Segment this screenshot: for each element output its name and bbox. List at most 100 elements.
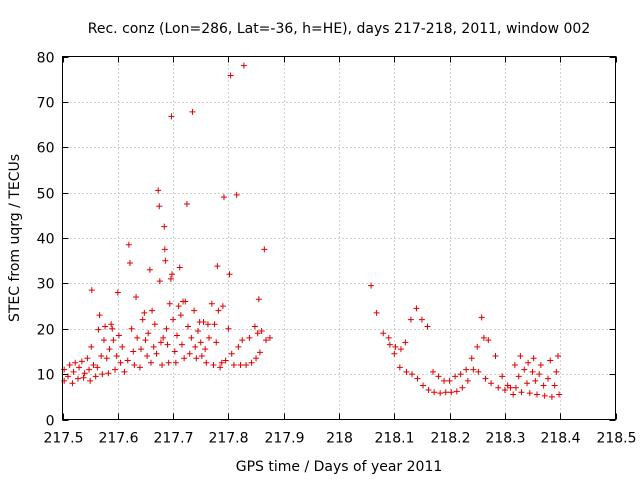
- data-point: [80, 374, 87, 381]
- data-point: [532, 377, 539, 384]
- data-point: [258, 328, 265, 335]
- data-point: [142, 337, 149, 344]
- data-point: [237, 362, 244, 369]
- x-tick-label: 218.5: [596, 431, 636, 447]
- data-point: [536, 371, 543, 378]
- data-point: [193, 355, 200, 362]
- data-point: [175, 303, 182, 310]
- data-point: [213, 339, 220, 346]
- data-point: [145, 330, 152, 337]
- data-point: [161, 246, 168, 253]
- data-point: [541, 392, 548, 399]
- data-point: [507, 384, 514, 391]
- data-point: [251, 323, 258, 330]
- data-point: [110, 337, 117, 344]
- data-point: [480, 334, 487, 341]
- data-point: [185, 323, 192, 330]
- data-point: [435, 373, 442, 380]
- y-tick-label: 0: [46, 414, 55, 430]
- data-point: [266, 334, 273, 341]
- data-point: [191, 307, 198, 314]
- data-point: [464, 377, 471, 384]
- data-point: [66, 362, 73, 369]
- data-point: [160, 334, 167, 341]
- data-point: [254, 330, 261, 337]
- data-point: [156, 278, 163, 285]
- grid-lines: [62, 56, 616, 420]
- data-point: [121, 368, 128, 375]
- data-point: [218, 359, 225, 366]
- data-point: [164, 341, 171, 348]
- y-tick-label: 20: [37, 323, 55, 339]
- data-point: [391, 350, 398, 357]
- data-point: [150, 343, 157, 350]
- data-point: [430, 368, 437, 375]
- data-point: [88, 343, 95, 350]
- data-point: [431, 389, 438, 396]
- data-point: [155, 187, 162, 194]
- data-point: [529, 368, 536, 375]
- data-point: [168, 271, 175, 278]
- data-point: [109, 325, 116, 332]
- data-point: [442, 389, 449, 396]
- data-point: [177, 312, 184, 319]
- data-point: [475, 368, 482, 375]
- data-point: [459, 384, 466, 391]
- data-point: [86, 366, 93, 373]
- data-point: [214, 263, 221, 270]
- data-point: [222, 357, 229, 364]
- data-point: [189, 108, 196, 115]
- data-point: [396, 364, 403, 371]
- data-point: [446, 377, 453, 384]
- data-point: [225, 325, 232, 332]
- data-point: [547, 357, 554, 364]
- data-point: [90, 362, 97, 369]
- data-point: [131, 362, 138, 369]
- data-point: [219, 303, 226, 310]
- data-point: [133, 293, 140, 300]
- data-point: [202, 346, 209, 353]
- data-point: [186, 350, 193, 357]
- data-point: [402, 339, 409, 346]
- data-point: [112, 366, 119, 373]
- data-point: [474, 343, 481, 350]
- data-point: [157, 339, 164, 346]
- data-point: [72, 359, 79, 366]
- data-point: [78, 358, 85, 365]
- data-point: [105, 370, 112, 377]
- y-tick-labels: 0 10 20 30 40 50 60 70 80: [37, 51, 55, 430]
- data-point: [470, 366, 477, 373]
- data-point: [194, 328, 201, 335]
- data-point: [524, 380, 531, 387]
- data-point: [147, 359, 154, 366]
- x-tick-label: 217.8: [208, 431, 248, 447]
- data-point: [255, 296, 262, 303]
- data-point: [208, 300, 215, 307]
- data-point: [81, 370, 88, 377]
- data-point: [176, 264, 183, 271]
- data-point: [248, 359, 255, 366]
- data-point: [521, 366, 528, 373]
- data-point: [84, 355, 91, 362]
- data-point: [413, 305, 420, 312]
- data-point: [468, 355, 475, 362]
- data-point: [210, 362, 217, 369]
- data-point: [501, 387, 508, 394]
- y-tick-label: 10: [37, 368, 55, 384]
- data-point: [87, 377, 94, 384]
- data-point: [95, 326, 102, 333]
- y-tick-label: 30: [37, 277, 55, 293]
- data-point: [102, 323, 109, 330]
- data-point: [106, 346, 113, 353]
- data-point: [553, 368, 560, 375]
- data-point: [414, 375, 421, 382]
- data-point: [170, 316, 177, 323]
- data-point: [203, 359, 210, 366]
- data-point: [98, 352, 105, 359]
- x-tick-label: 218: [326, 431, 353, 447]
- chart-title: Rec. conz (Lon=286, Lat=-36, h=HE), days…: [88, 21, 590, 37]
- data-point: [482, 375, 489, 382]
- data-point: [261, 246, 268, 253]
- data-point: [171, 348, 178, 355]
